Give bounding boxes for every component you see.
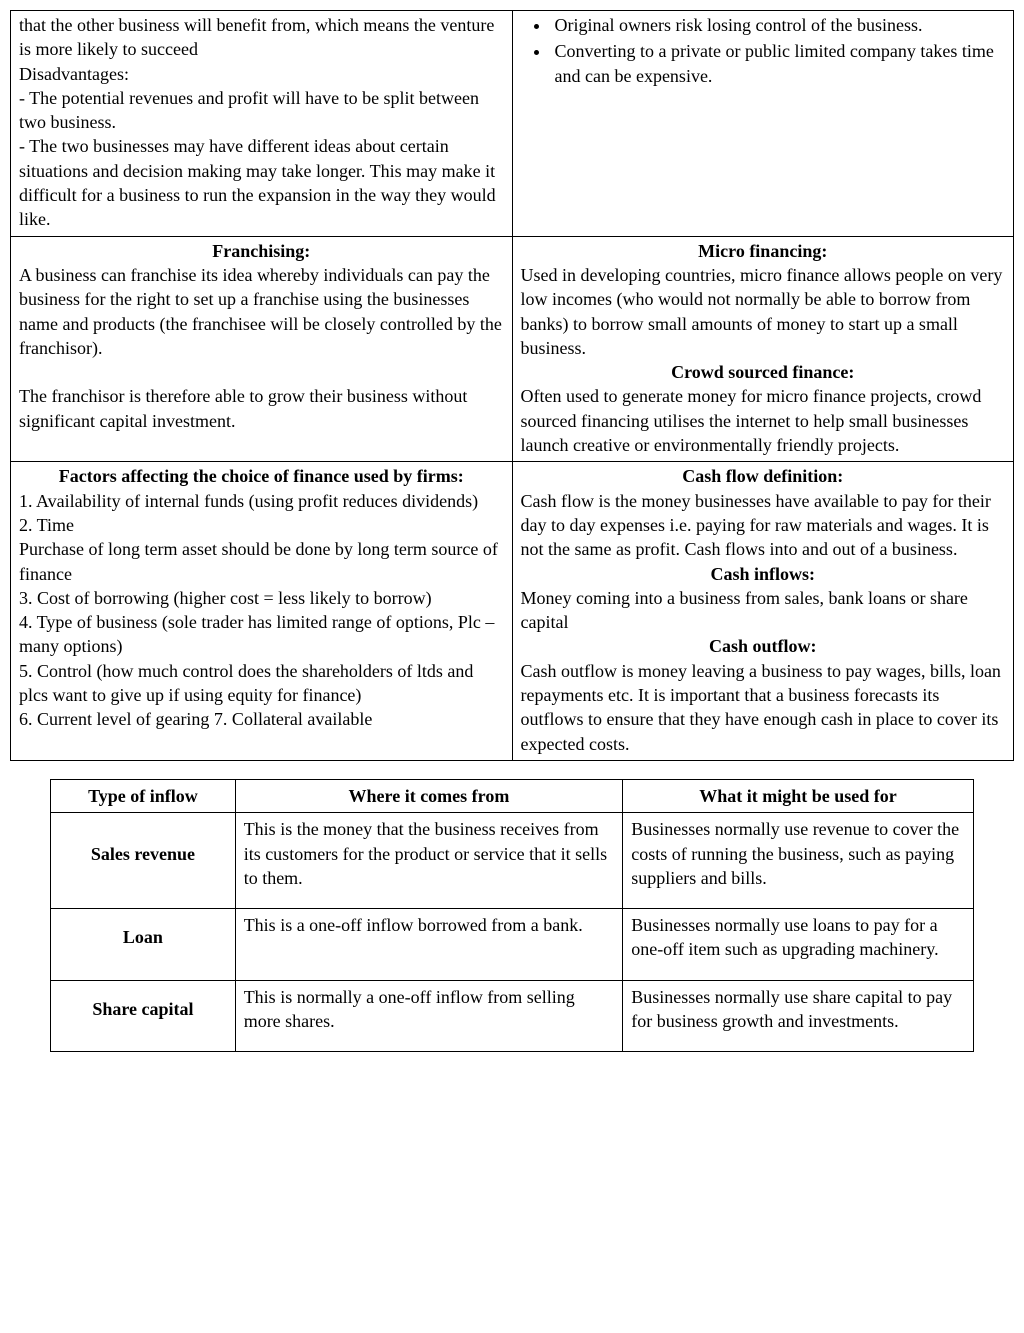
cash-inflows-para: Money coming into a business from sales,…: [521, 586, 1006, 635]
r1c1-line: - The two businesses may have different …: [19, 134, 504, 231]
inflow-header-row: Type of inflow Where it comes from What …: [51, 779, 974, 812]
cashflow-def-title: Cash flow definition:: [521, 464, 1006, 488]
inflow-table: Type of inflow Where it comes from What …: [50, 779, 974, 1052]
inflow-use: Businesses normally use share capital to…: [623, 980, 974, 1052]
franchising-para: The franchisor is therefore able to grow…: [19, 384, 504, 433]
factors-line: 6. Current level of gearing 7. Collatera…: [19, 707, 504, 731]
r1c1-line: Disadvantages:: [19, 62, 504, 86]
inflow-row: Share capital This is normally a one-off…: [51, 980, 974, 1052]
notes-grid: that the other business will benefit fro…: [10, 10, 1014, 761]
cell-r2c2: Micro financing: Used in developing coun…: [512, 236, 1014, 462]
grid-row-2: Franchising: A business can franchise it…: [11, 236, 1014, 462]
factors-line: 1. Availability of internal funds (using…: [19, 489, 504, 513]
cashflow-def-para: Cash flow is the money businesses have a…: [521, 489, 1006, 562]
inflow-use: Businesses normally use revenue to cover…: [623, 813, 974, 909]
r1c1-line: - The potential revenues and profit will…: [19, 86, 504, 135]
franchising-title: Franchising:: [19, 239, 504, 263]
r1c2-list: Original owners risk losing control of t…: [551, 13, 1006, 88]
factors-line: 4. Type of business (sole trader has lim…: [19, 610, 504, 659]
factors-line: Purchase of long term asset should be do…: [19, 537, 504, 586]
franchising-para: A business can franchise its idea whereb…: [19, 263, 504, 360]
inflow-from: This is a one-off inflow borrowed from a…: [235, 909, 623, 981]
factors-title: Factors affecting the choice of finance …: [19, 464, 504, 488]
micro-financing-para: Used in developing countries, micro fina…: [521, 263, 1006, 360]
factors-line: 3. Cost of borrowing (higher cost = less…: [19, 586, 504, 610]
cell-r2c1: Franchising: A business can franchise it…: [11, 236, 513, 462]
inflow-label: Share capital: [51, 980, 236, 1052]
crowd-sourced-title: Crowd sourced finance:: [521, 360, 1006, 384]
inflow-header: What it might be used for: [623, 779, 974, 812]
cell-r3c2: Cash flow definition: Cash flow is the m…: [512, 462, 1014, 761]
cell-r1c2: Original owners risk losing control of t…: [512, 11, 1014, 237]
cash-inflows-title: Cash inflows:: [521, 562, 1006, 586]
inflow-row: Loan This is a one-off inflow borrowed f…: [51, 909, 974, 981]
cell-r1c1: that the other business will benefit fro…: [11, 11, 513, 237]
r1c2-bullet: Converting to a private or public limite…: [551, 39, 1006, 88]
cash-outflow-para: Cash outflow is money leaving a business…: [521, 659, 1006, 756]
r1c1-line: that the other business will benefit fro…: [19, 13, 504, 62]
cell-r3c1: Factors affecting the choice of finance …: [11, 462, 513, 761]
micro-financing-title: Micro financing:: [521, 239, 1006, 263]
inflow-label: Sales revenue: [51, 813, 236, 909]
factors-line: 5. Control (how much control does the sh…: [19, 659, 504, 708]
grid-row-3: Factors affecting the choice of finance …: [11, 462, 1014, 761]
inflow-row: Sales revenue This is the money that the…: [51, 813, 974, 909]
grid-row-1: that the other business will benefit fro…: [11, 11, 1014, 237]
inflow-header: Type of inflow: [51, 779, 236, 812]
inflow-from: This is the money that the business rece…: [235, 813, 623, 909]
cash-outflow-title: Cash outflow:: [521, 634, 1006, 658]
inflow-label: Loan: [51, 909, 236, 981]
inflow-from: This is normally a one-off inflow from s…: [235, 980, 623, 1052]
r1c2-bullet: Original owners risk losing control of t…: [551, 13, 1006, 37]
inflow-header: Where it comes from: [235, 779, 623, 812]
factors-line: 2. Time: [19, 513, 504, 537]
crowd-sourced-para: Often used to generate money for micro f…: [521, 384, 1006, 457]
inflow-use: Businesses normally use loans to pay for…: [623, 909, 974, 981]
